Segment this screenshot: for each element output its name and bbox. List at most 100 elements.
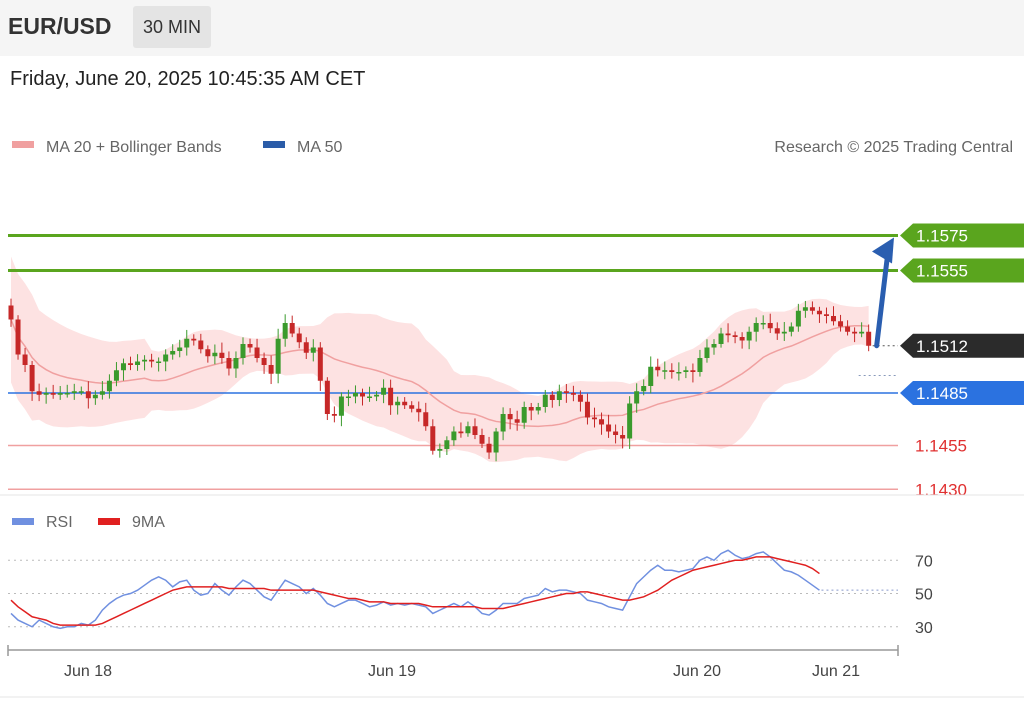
candle-body — [233, 358, 239, 369]
candle-body — [535, 407, 541, 411]
candle-body — [627, 403, 633, 439]
candle-body — [831, 316, 837, 322]
candle-body — [542, 394, 548, 407]
candle-body — [395, 401, 401, 406]
forecast-arrow-icon — [872, 237, 894, 349]
candle-body — [788, 326, 794, 332]
candle-body — [254, 347, 260, 358]
candle-body — [802, 307, 808, 311]
candle-body — [620, 435, 626, 439]
candle-body — [15, 319, 21, 355]
rsi-tick-label: 70 — [915, 553, 933, 570]
candle-body — [458, 431, 464, 434]
candle-body — [613, 431, 619, 435]
candle-body — [268, 365, 274, 374]
level-label: 1.1430 — [915, 480, 967, 499]
candle-body — [507, 414, 513, 420]
candle-body — [57, 393, 63, 395]
legend-rsi-label: RSI — [46, 514, 73, 531]
candle-body — [331, 414, 337, 416]
candle-body — [338, 396, 344, 416]
candle-body — [859, 331, 865, 334]
candle-body — [184, 338, 190, 348]
x-tick-label: Jun 21 — [812, 663, 860, 680]
candle-body — [156, 361, 162, 363]
candle-body — [781, 331, 787, 334]
candle-body — [247, 344, 253, 348]
candle-body — [697, 358, 703, 372]
candle-body — [634, 391, 640, 404]
candle-body — [170, 351, 176, 355]
candle-body — [486, 443, 492, 453]
candles — [8, 298, 872, 462]
candle-body — [823, 314, 829, 316]
level-tag — [900, 333, 1024, 358]
rsi-line — [10, 549, 820, 630]
candle-body — [584, 401, 590, 418]
candle-body — [92, 394, 98, 399]
candle-body — [437, 449, 443, 451]
candle-body — [795, 310, 801, 327]
level-tag — [900, 381, 1024, 405]
candle-body — [85, 391, 91, 399]
candle-body — [760, 323, 766, 325]
candle-body — [479, 435, 485, 444]
legend-9ma-label: 9MA — [132, 514, 165, 531]
legend-ma50-label: MA 50 — [297, 139, 342, 156]
candle-body — [345, 396, 351, 398]
timeframe-button[interactable]: 30 MIN — [133, 6, 212, 48]
candle-body — [514, 419, 520, 423]
candle-body — [402, 401, 408, 406]
level-tag — [900, 258, 1024, 283]
candle-body — [845, 326, 851, 332]
candle-body — [556, 391, 562, 400]
rsi-grid: 70 50 30 — [8, 553, 933, 637]
candle-body — [310, 347, 316, 353]
candle-body — [704, 347, 710, 358]
candle-body — [746, 331, 752, 341]
candle-body — [289, 323, 295, 334]
candle-body — [430, 426, 436, 451]
candle-body — [64, 393, 70, 395]
research-credit: Research © 2025 Trading Central — [774, 139, 1013, 156]
x-tick-label: Jun 18 — [64, 663, 112, 680]
candle-body — [577, 394, 583, 402]
legend-rsi-swatch — [12, 518, 34, 525]
candle-body — [303, 342, 309, 353]
legend-ma50-swatch — [263, 141, 285, 148]
candle-body — [690, 370, 696, 372]
candle-body — [360, 393, 365, 397]
candle-body — [212, 352, 218, 357]
candle-body — [606, 424, 612, 432]
candle-body — [816, 310, 822, 315]
candle-body — [451, 431, 457, 441]
rsi-tick-label: 50 — [915, 587, 933, 604]
candle-body — [767, 323, 773, 329]
ma20-line — [10, 319, 869, 428]
forecast-arrow-shaft — [874, 249, 891, 349]
candle-body — [866, 331, 872, 346]
candle-body — [219, 352, 225, 358]
legend-ma20-swatch — [12, 141, 34, 148]
candle-body — [521, 407, 527, 423]
header-bar: EUR/USD 30 MIN — [0, 0, 1024, 56]
level-tag — [900, 223, 1024, 248]
level-label: 1.1455 — [915, 437, 967, 456]
candle-body — [8, 305, 14, 320]
candle-body — [135, 361, 141, 365]
candle-body — [444, 440, 450, 449]
legend-9ma-swatch — [98, 518, 120, 525]
candle-body — [753, 323, 759, 332]
candle-body — [599, 419, 605, 425]
candle-body — [71, 391, 77, 393]
candle-body — [563, 391, 569, 393]
forecast-arrow-head — [872, 237, 894, 264]
candle-body — [493, 431, 499, 453]
candle-body — [676, 372, 682, 374]
level-label: 1.1575 — [916, 227, 968, 246]
candle-body — [149, 359, 155, 362]
candle-body — [374, 394, 380, 397]
candle-body — [662, 370, 668, 372]
candle-body — [226, 358, 232, 369]
